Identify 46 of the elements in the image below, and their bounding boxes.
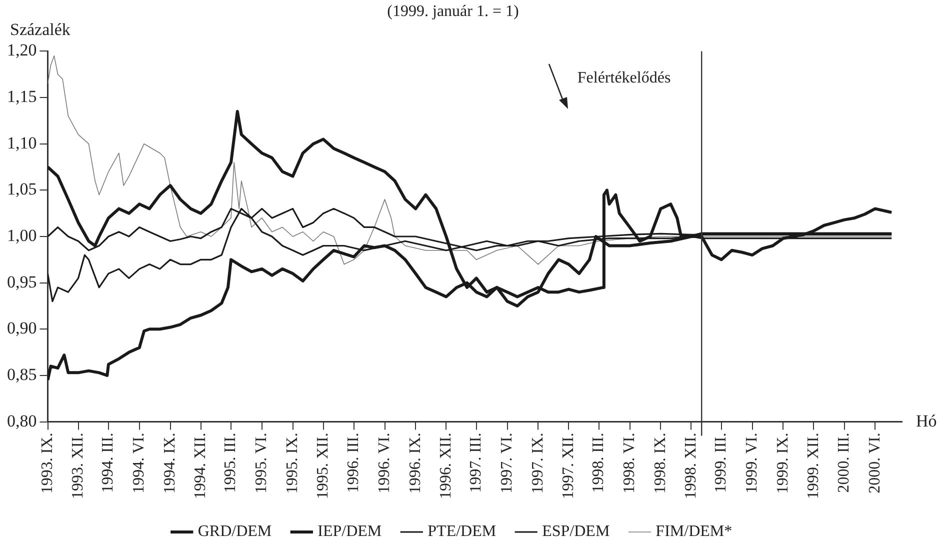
x-tick-label: 1995. III. <box>222 432 240 493</box>
x-tick-label: 1999. XII. <box>804 432 822 500</box>
legend-label: FIM/DEM* <box>656 523 732 540</box>
x-tick-label: 1993. IX. <box>38 432 56 494</box>
x-tick-label: 1994. IX. <box>161 432 178 494</box>
x-tick-label: 1997. XII. <box>560 432 577 500</box>
y-tick-label: 1,10 <box>7 133 37 152</box>
x-axis-title: Hó <box>916 411 937 430</box>
annotation: Felértékelődés <box>577 69 671 86</box>
x-tick-label: 2000. VI. <box>866 432 884 494</box>
y-tick-label: 0,90 <box>7 318 37 338</box>
x-tick-label: 1995. VI. <box>253 432 270 494</box>
x-tick-label: 1998. IX. <box>652 432 669 494</box>
x-tick-label: 1998. VI. <box>620 432 638 494</box>
x-tick-label: 1994. III. <box>100 432 117 493</box>
x-tick-label: 1997. III. <box>468 432 485 493</box>
legend-label: ESP/DEM <box>542 523 610 540</box>
x-tick-label: 1999. III. <box>712 432 730 493</box>
x-tick-label: 1999. VI. <box>744 432 760 494</box>
x-tick-label: 1998. XII. <box>682 432 700 500</box>
x-tick-label: 1995. IX. <box>284 432 301 494</box>
y-tick-label: 1,05 <box>7 180 37 199</box>
legend-label: IEP/DEM <box>318 523 382 540</box>
y-tick-label: 1,20 <box>7 40 37 60</box>
x-tick-label: 1996. XII. <box>437 432 454 500</box>
x-tick-label: 1996. III. <box>345 432 362 493</box>
x-tick-label: 1999. IX. <box>774 432 792 494</box>
x-tick-label: 1995. XII. <box>314 432 332 500</box>
y-tick-label: 0,80 <box>7 411 37 430</box>
legend-label: PTE/DEM <box>428 523 496 540</box>
y-tick-label: 1,00 <box>7 226 37 245</box>
x-tick-label: 1997. IX. <box>529 432 546 494</box>
x-tick-label: 1994. VI. <box>130 432 148 494</box>
x-tick-label: 1993. XII. <box>70 432 86 500</box>
y-tick-label: 0,95 <box>7 272 37 292</box>
y-tick-label: 0,85 <box>7 364 37 384</box>
x-tick-label: 1996. IX. <box>406 432 424 494</box>
x-tick-label: 1994. XII. <box>192 432 210 500</box>
x-tick-label: 2000. III. <box>835 432 852 493</box>
chart-title: (1999. január 1. = 1) <box>387 2 519 20</box>
x-tick-label: 1997. VI. <box>498 432 516 494</box>
legend-label: GRD/DEM <box>198 523 272 540</box>
y-tick-label: 1,15 <box>7 86 37 106</box>
x-tick-label: 1998. III. <box>590 432 608 493</box>
y-axis-title: Százalék <box>10 20 71 40</box>
x-tick-label: 1996. VI. <box>376 432 393 494</box>
